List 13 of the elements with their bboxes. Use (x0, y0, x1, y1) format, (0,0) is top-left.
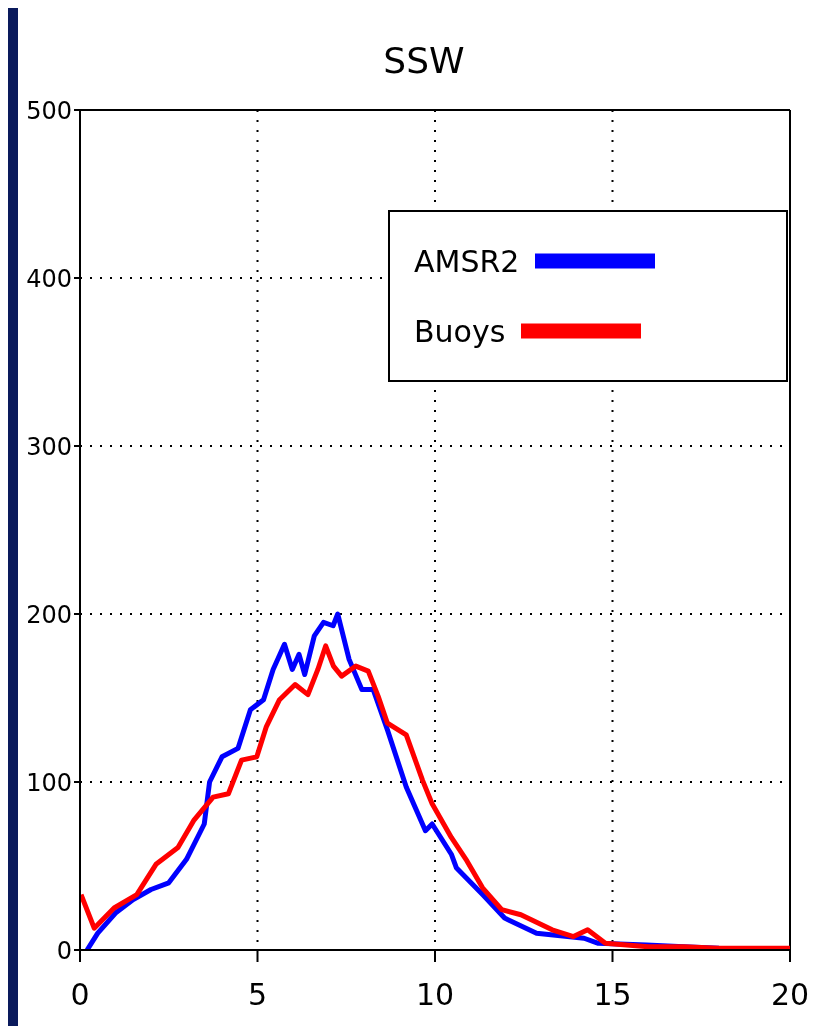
x-tick-label: 10 (415, 977, 455, 1013)
x-tick-label: 5 (247, 977, 268, 1013)
y-tick-label: 200 (26, 600, 72, 629)
y-tick-label: 0 (56, 936, 72, 965)
x-tick-label: 15 (593, 977, 632, 1013)
x-tick-label: 20 (770, 977, 810, 1013)
y-tick-label: 300 (26, 432, 72, 461)
legend-label: Buoys (414, 313, 506, 349)
y-tick-label: 100 (26, 768, 72, 797)
legend-label: AMSR2 (414, 243, 520, 279)
chart-title: SSW (383, 40, 465, 81)
y-tick-label: 400 (26, 264, 72, 293)
y-tick-label: 500 (26, 96, 72, 125)
